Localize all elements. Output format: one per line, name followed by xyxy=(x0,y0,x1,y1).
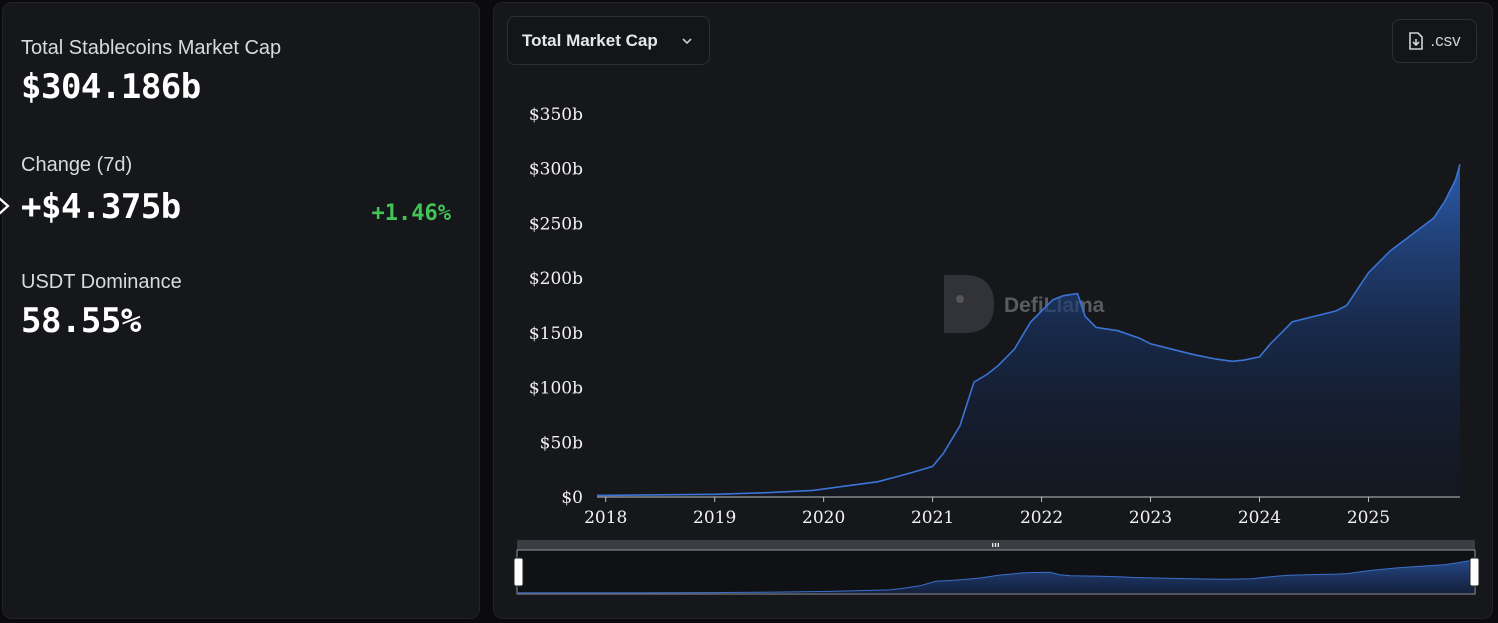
y-tick-label: $300b xyxy=(529,160,583,180)
chart-panel: DefiLlama $0$50b$100b$150b$200b$250b$300… xyxy=(493,2,1493,619)
brush-handle-right[interactable] xyxy=(1469,557,1480,587)
minimap-line xyxy=(518,558,1475,594)
y-tick-label: $50b xyxy=(540,433,583,453)
brush-grip-icon[interactable] xyxy=(992,543,999,547)
y-axis: $0 $50b $100b $150b $200b $250b $300b $350b xyxy=(529,105,583,508)
series-line xyxy=(596,164,1461,497)
file-download-icon xyxy=(1409,32,1424,50)
total-mcap-value: $304.186b xyxy=(21,67,201,107)
change-7d-label: Change (7d) xyxy=(21,154,133,176)
series-area xyxy=(597,164,1460,498)
chevron-down-icon xyxy=(682,38,692,45)
change-7d-value: +$4.375b xyxy=(21,187,181,227)
y-tick-label: $150b xyxy=(529,324,583,344)
brush-handle-left[interactable] xyxy=(513,557,524,587)
market-cap-chart: DefiLlama $0$50b$100b$150b$200b$250b$300… xyxy=(513,105,1480,595)
x-tick-label: 2023 xyxy=(1129,508,1172,528)
usdt-dominance-label: USDT Dominance xyxy=(21,271,182,293)
x-tick-label: 2019 xyxy=(693,508,736,528)
x-tick-label: 2022 xyxy=(1020,508,1063,528)
stats-panel: Total Stablecoins Market Cap $304.186b C… xyxy=(0,2,480,619)
y-tick-label: $100b xyxy=(529,379,583,399)
x-axis: 2018 2019 2020 2021 2022 2023 2024 2025 xyxy=(584,497,1390,528)
y-tick-label: $250b xyxy=(529,214,583,234)
change-7d-percent: +1.46% xyxy=(371,201,451,226)
x-tick-label: 2021 xyxy=(911,508,954,528)
y-tick-label: $350b xyxy=(529,105,583,125)
y-tick-label: $200b xyxy=(529,269,583,289)
chevron-right-icon[interactable] xyxy=(0,195,11,217)
csv-label: .csv xyxy=(1430,31,1461,50)
csv-download-button[interactable]: .csv xyxy=(1392,19,1477,63)
x-tick-label: 2024 xyxy=(1238,508,1281,528)
range-brush[interactable] xyxy=(513,540,1480,595)
metric-dropdown-label: Total Market Cap xyxy=(522,30,658,50)
x-tick-label: 2018 xyxy=(584,508,627,528)
x-tick-label: 2020 xyxy=(802,508,845,528)
y-tick-label: $0 xyxy=(561,488,583,508)
usdt-dominance-value: 58.55% xyxy=(21,301,141,341)
metric-dropdown[interactable]: Total Market Cap xyxy=(507,16,710,65)
total-mcap-label: Total Stablecoins Market Cap xyxy=(21,37,282,59)
x-tick-label: 2025 xyxy=(1347,508,1390,528)
